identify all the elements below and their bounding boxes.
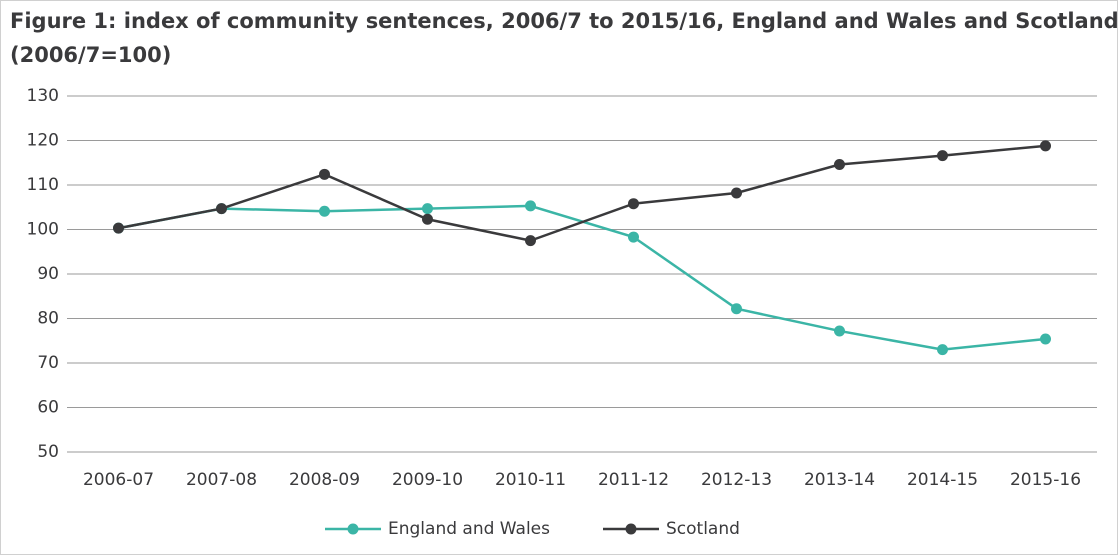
data-point — [1040, 140, 1051, 152]
data-point — [731, 187, 742, 199]
x-tick-label: 2007-08 — [186, 470, 257, 490]
legend-label: England and Wales — [388, 519, 550, 539]
data-point — [731, 303, 742, 315]
data-point — [628, 231, 639, 243]
data-point — [628, 198, 639, 210]
x-tick-label: 2015-16 — [1010, 470, 1081, 490]
series-line — [118, 144, 1046, 242]
y-tick-label: 110 — [27, 175, 59, 195]
data-point — [834, 159, 845, 171]
data-point — [937, 150, 948, 162]
y-tick-label: 80 — [37, 309, 59, 329]
title-text: Figure 1: index of community sentences, … — [10, 9, 1118, 33]
data-point — [422, 203, 433, 215]
data-point — [422, 213, 433, 225]
data-point — [319, 205, 330, 217]
x-tick-label: 2013-14 — [804, 470, 875, 490]
x-tick-label: 2012-13 — [701, 470, 772, 490]
legend-marker — [625, 523, 637, 535]
x-tick-label: 2006-07 — [83, 470, 154, 490]
chart-subtitle: (2006/7=100) — [10, 43, 171, 67]
y-tick-label: 120 — [27, 131, 59, 151]
data-point — [216, 203, 227, 215]
x-tick-label: 2009-10 — [392, 470, 463, 490]
chart-title: Figure 1: index of community sentences, … — [10, 7, 1118, 34]
y-tick-label: 90 — [37, 264, 59, 284]
x-tick-label: 2014-15 — [907, 470, 978, 490]
x-tick-label: 2008-09 — [289, 470, 360, 490]
series-line — [118, 204, 1046, 351]
data-point — [319, 168, 330, 180]
x-tick-label: 2010-11 — [495, 470, 566, 490]
x-tick-label: 2011-12 — [598, 470, 669, 490]
y-tick-label: 60 — [37, 398, 59, 418]
y-tick-label: 100 — [27, 220, 59, 240]
y-tick-label: 70 — [37, 353, 59, 373]
data-point — [834, 325, 845, 337]
data-point — [525, 200, 536, 212]
y-tick-label: 50 — [37, 442, 59, 462]
data-point — [113, 222, 124, 234]
legend-marker — [347, 523, 359, 535]
y-tick-label: 130 — [27, 86, 59, 106]
data-point — [525, 235, 536, 247]
legend-label: Scotland — [666, 519, 740, 539]
data-point — [937, 344, 948, 356]
data-point — [1040, 333, 1051, 345]
